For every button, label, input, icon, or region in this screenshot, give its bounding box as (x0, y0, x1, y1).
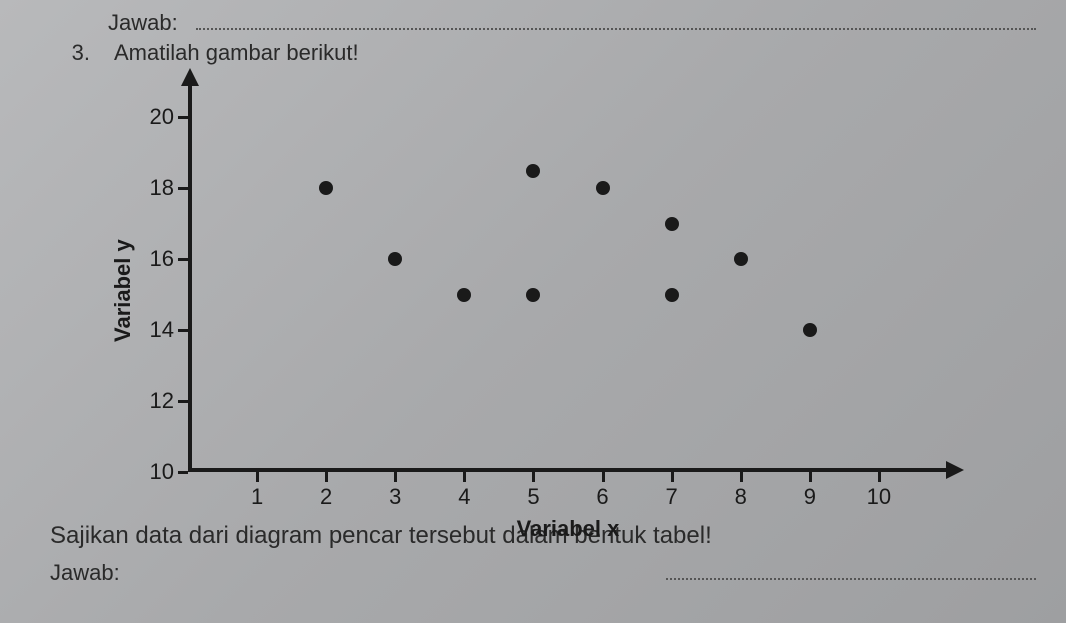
x-tick (671, 472, 674, 482)
x-tick (532, 472, 535, 482)
y-tick (178, 400, 188, 403)
jawab-label-bottom: Jawab: (50, 560, 120, 586)
x-tick (878, 472, 881, 482)
x-tick (463, 472, 466, 482)
x-tick (740, 472, 743, 482)
x-tick (602, 472, 605, 482)
question-text: Amatilah gambar berikut! (114, 40, 359, 66)
x-axis (188, 468, 952, 472)
x-tick-label: 7 (666, 484, 678, 510)
x-tick-label: 2 (320, 484, 332, 510)
y-tick-label: 18 (150, 175, 174, 201)
data-point (596, 181, 610, 195)
previous-answer-row: Jawab: (108, 8, 1036, 36)
chart-container: Variabel y Variabel x 101214161820123456… (90, 72, 990, 512)
scatter-chart: Variabel x 10121416182012345678910 (188, 82, 948, 472)
page: Jawab: 3. Amatilah gambar berikut! Varia… (0, 0, 1066, 623)
question-row: 3. Amatilah gambar berikut! (60, 40, 1036, 66)
y-tick-label: 10 (150, 459, 174, 485)
x-tick (809, 472, 812, 482)
y-axis-label: Variabel y (110, 239, 136, 342)
x-tick-label: 3 (389, 484, 401, 510)
y-axis-arrow (181, 68, 199, 86)
y-axis (188, 78, 192, 472)
x-tick-label: 9 (804, 484, 816, 510)
answer-row-bottom: Jawab: (50, 558, 1036, 586)
data-point (803, 323, 817, 337)
x-tick-label: 8 (735, 484, 747, 510)
data-point (457, 288, 471, 302)
data-point (526, 288, 540, 302)
data-point (319, 181, 333, 195)
y-tick (178, 187, 188, 190)
answer-dotted-line (196, 8, 1036, 30)
data-point (388, 252, 402, 266)
x-tick (394, 472, 397, 482)
y-tick (178, 471, 188, 474)
x-tick-label: 6 (596, 484, 608, 510)
x-tick-label: 4 (458, 484, 470, 510)
data-point (665, 217, 679, 231)
y-tick-label: 12 (150, 388, 174, 414)
jawab-label-top: Jawab: (108, 10, 178, 36)
answer-dotted-line-bottom (666, 558, 1036, 580)
y-tick-label: 14 (150, 317, 174, 343)
x-tick (256, 472, 259, 482)
y-tick (178, 258, 188, 261)
y-tick-label: 16 (150, 246, 174, 272)
x-axis-label: Variabel x (517, 516, 620, 542)
x-tick-label: 10 (867, 484, 891, 510)
question-number: 3. (60, 40, 90, 66)
x-axis-arrow (946, 461, 964, 479)
data-point (526, 164, 540, 178)
y-tick (178, 116, 188, 119)
data-point (665, 288, 679, 302)
y-tick-label: 20 (150, 104, 174, 130)
data-point (734, 252, 748, 266)
x-tick-label: 1 (251, 484, 263, 510)
x-tick-label: 5 (527, 484, 539, 510)
y-tick (178, 329, 188, 332)
x-tick (325, 472, 328, 482)
